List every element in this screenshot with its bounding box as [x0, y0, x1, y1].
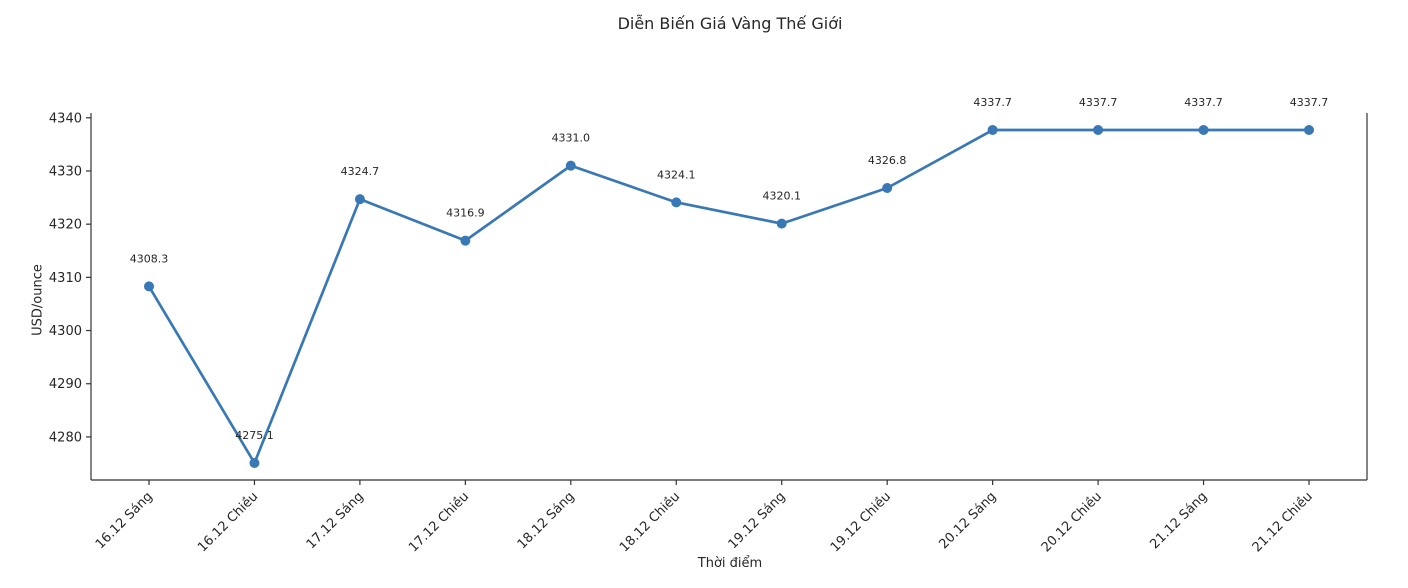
data-point: [249, 457, 260, 468]
data-point-label: 4337.7: [1079, 96, 1118, 109]
data-point-label: 4337.7: [1184, 96, 1223, 109]
x-tick-label: 16.12 Chiều: [195, 489, 261, 555]
data-point: [460, 235, 471, 246]
y-tick-label: 4340: [49, 111, 82, 126]
data-point-label: 4316.9: [446, 207, 485, 220]
data-point: [987, 125, 998, 136]
data-point-label: 4331.0: [552, 132, 591, 145]
data-point: [1304, 125, 1314, 136]
y-tick-label: 4290: [49, 377, 82, 392]
x-tick-label: 17.12 Chiều: [406, 489, 472, 555]
y-tick-label: 4320: [49, 218, 82, 233]
y-tick-label: 4310: [49, 271, 82, 286]
x-tick-label: 20.12 Sáng: [936, 489, 999, 552]
data-point-label: 4337.7: [973, 96, 1012, 109]
chart-title: Diễn Biến Giá Vàng Thế Giới: [617, 14, 843, 33]
x-tick-label: 18.12 Chiều: [617, 489, 683, 555]
data-point: [565, 160, 576, 171]
y-tick-label: 4300: [49, 324, 82, 339]
data-point-label: 4320.1: [762, 190, 801, 203]
price-line: [147, 128, 1311, 465]
y-tick-label: 4280: [49, 430, 82, 445]
x-tick-label: 21.12 Sáng: [1147, 489, 1210, 552]
x-tick-label: 17.12 Sáng: [304, 489, 367, 552]
y-tick-label: 4330: [49, 164, 82, 179]
x-tick-label: 16.12 Sáng: [93, 489, 156, 552]
data-point-label: 4308.3: [130, 252, 169, 265]
x-tick-label: 19.12 Sáng: [726, 489, 789, 552]
data-point-label: 4337.7: [1290, 96, 1329, 109]
x-tick-label: 21.12 Chiều: [1250, 489, 1316, 555]
data-point: [1198, 125, 1209, 136]
data-point: [671, 197, 682, 208]
x-tick-label: 18.12 Sáng: [515, 489, 578, 552]
data-point-label: 4324.7: [341, 165, 380, 178]
x-tick-label: 20.12 Chiều: [1039, 489, 1105, 555]
data-point: [882, 182, 893, 193]
x-axis-title: Thời điểm: [697, 556, 763, 571]
x-tick-label: 19.12 Chiều: [828, 489, 894, 555]
data-point: [144, 281, 154, 292]
data-point-label: 4326.8: [868, 154, 907, 167]
data-point: [354, 194, 365, 205]
data-point-label: 4275.1: [235, 429, 274, 442]
data-point-label: 4324.1: [657, 168, 696, 181]
data-point: [1093, 125, 1104, 136]
data-point: [776, 218, 787, 229]
